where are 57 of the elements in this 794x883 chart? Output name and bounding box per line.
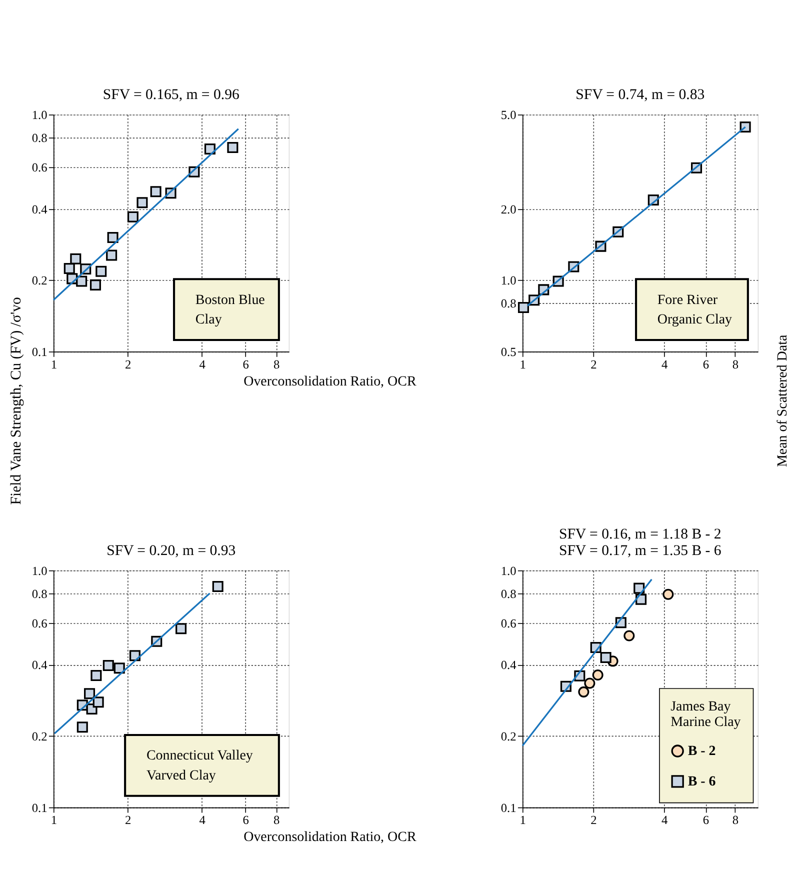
y-tick-label: 0.1 [500,800,516,815]
x-tick-label: 6 [702,813,710,828]
x-tick-label: 2 [125,357,132,372]
x-tick-label: 1 [520,813,526,828]
legend-title: James Bay Marine Clay [670,699,741,730]
y-tick-label: 0.6 [500,616,516,631]
chart-title: SFV = 0.16, m = 1.18 B - 2 SFV = 0.17, m = 1.35 B - 6 [558,526,722,559]
y-tick-label: 5.0 [500,108,516,122]
x-tick-label: 6 [242,357,249,372]
chart-title: SFV = 0.165, m = 0.96 [102,86,240,103]
y-tick-label: 1.0 [32,564,48,578]
chart-title: SFV = 0.20, m = 0.93 [106,542,236,559]
y-tick-label: 0.2 [500,730,516,744]
y-tick-label: 0.8 [500,586,516,601]
y-tick-label: 0.8 [500,296,516,311]
y-tick-label: 0.6 [32,160,48,175]
x-tick-label: 4 [199,813,206,828]
y-tick-label: 0.8 [32,131,48,146]
x-tick-label: 1 [520,357,526,372]
y-tick-label: 0.6 [32,616,48,631]
x-tick-label: 4 [661,813,668,828]
legend-label: B - 2 [688,744,716,760]
annotation: Boston Blue Clay [195,292,265,328]
text: Mean of Scattered Data [776,334,791,468]
x-axis-title: Overconsolidation Ratio, OCR [244,374,417,390]
y-axis-title: Field Vane Strength, Cu (FV) /σ'vo [8,297,25,505]
x-axis-title: Overconsolidation Ratio, OCR [244,830,417,846]
x-tick-label: 8 [732,813,738,828]
x-tick-label: 1 [50,813,57,828]
y-tick-label: 0.8 [32,586,48,601]
x-tick-label: 4 [661,357,668,372]
y-tick-label: 0.4 [32,202,48,216]
y-tick-label: 0.5 [500,345,516,360]
x-tick-label: 8 [732,357,738,372]
x-tick-label: 4 [199,357,206,372]
annotation: Connecticut Valley Varved Clay [146,748,253,784]
x-tick-label: 8 [274,813,280,828]
y-tick-label: 0.2 [32,730,48,744]
y-tick-label: 0.4 [32,658,48,672]
x-tick-label: 6 [702,357,710,372]
x-tick-label: 8 [274,357,280,372]
y-tick-label: 2.0 [500,202,516,216]
legend-label: B - 6 [688,774,716,790]
annotation: Fore River Organic Clay [657,292,732,328]
x-tick-label: 2 [590,357,597,372]
x-tick-label: 2 [590,813,597,828]
y-tick-label: 0.4 [500,658,516,672]
chart-title: SFV = 0.74, m = 0.83 [576,86,705,103]
x-tick-label: 1 [50,357,57,372]
y-tick-label: 0.2 [32,274,48,288]
y-tick-label: 0.1 [32,800,48,815]
x-tick-label: 6 [242,813,249,828]
y-tick-label: 1.0 [500,274,516,288]
y-tick-label: 1.0 [500,564,516,578]
y-tick-label: 0.1 [32,345,48,360]
x-tick-label: 2 [125,813,132,828]
y-tick-label: 1.0 [32,108,48,122]
